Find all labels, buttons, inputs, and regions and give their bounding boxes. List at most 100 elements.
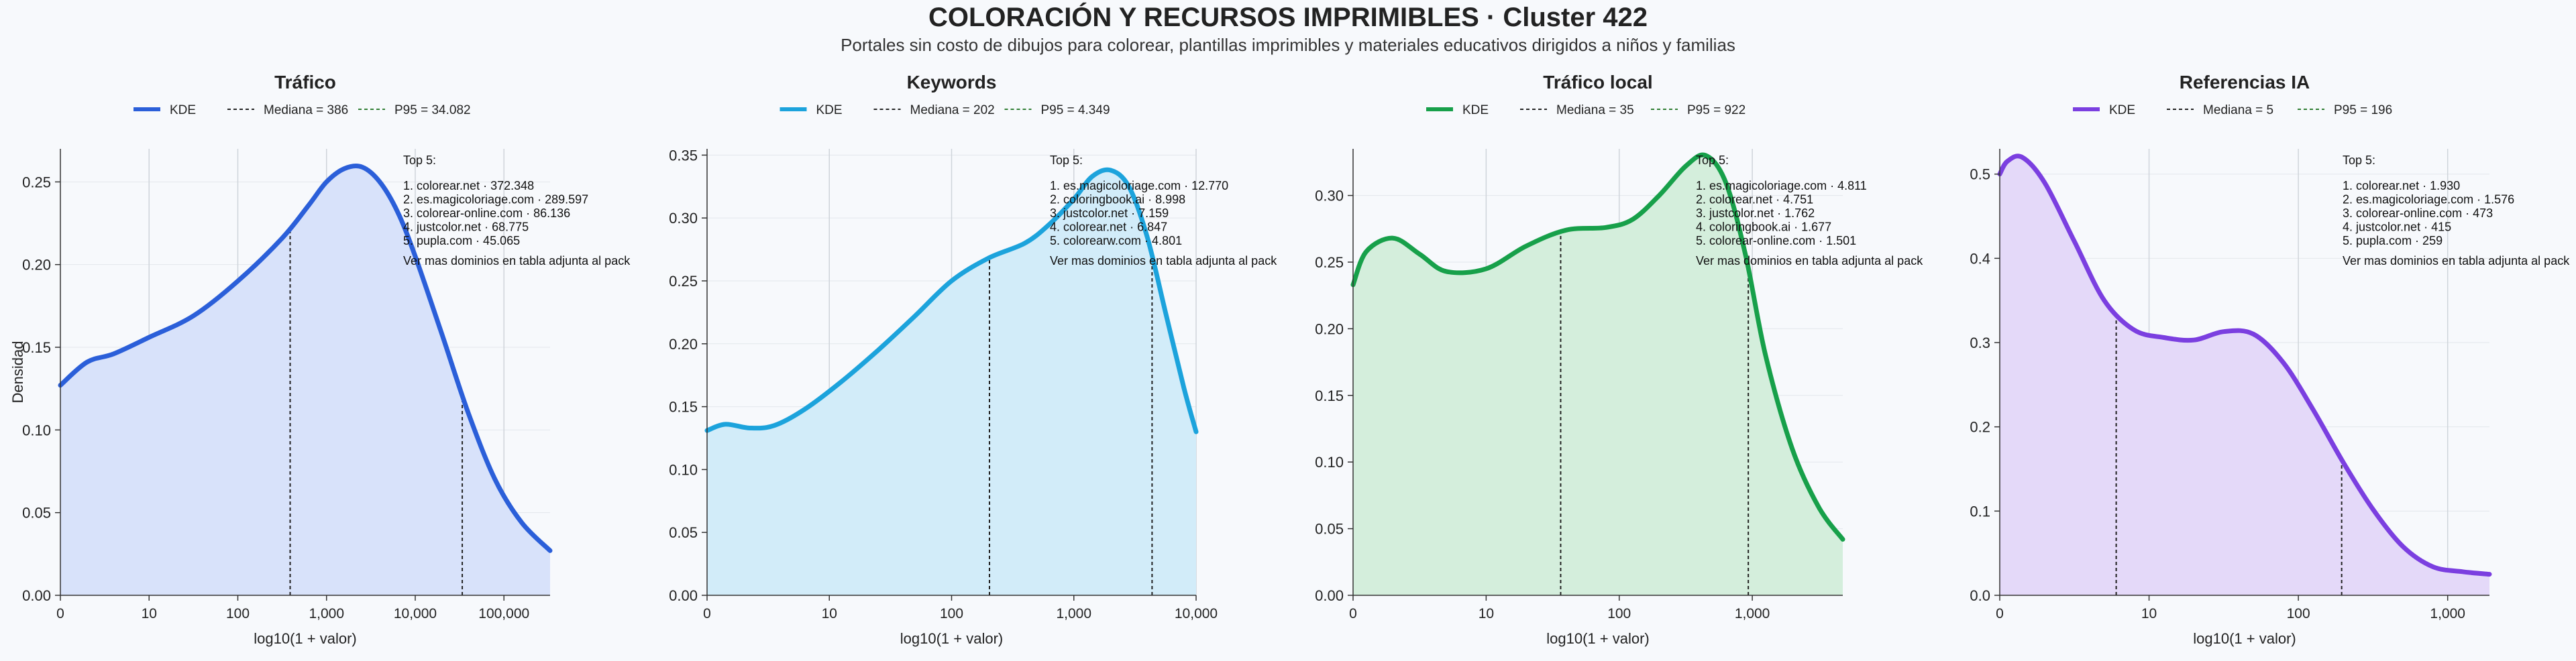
x-tick-label: 1,000 (309, 606, 344, 621)
top5-item: 3. colorear-online.com · 473 (2343, 206, 2493, 220)
x-tick-label: 1,000 (1056, 606, 1091, 621)
y-tick-label: 0.15 (22, 339, 51, 356)
x-tick-label: 100 (940, 606, 963, 621)
y-tick-label: 0.10 (669, 461, 698, 478)
y-axis-label: Densidad (9, 341, 26, 404)
legend: KDE Mediana = 35 P95 = 922 (1426, 103, 1746, 117)
x-axis-label: log10(1 + valor) (1546, 630, 1649, 647)
top5-item: 5. colorearw.com · 4.801 (1050, 234, 1182, 247)
chart-panel-3: Tráfico local KDE Mediana = 35 P95 = 922 0.0… (1315, 72, 1923, 647)
top5-item: 2. coloringbook.ai · 8.998 (1050, 193, 1185, 206)
y-tick-label: 0.25 (669, 273, 698, 290)
top5-annotation: Top 5: 1. es.magicoloriage.com · 4.8112. … (1696, 154, 1923, 267)
legend-kde-label: KDE (170, 103, 196, 117)
y-tick-label: 0.5 (1970, 166, 1990, 183)
chart-title: Tráfico local (1543, 72, 1652, 93)
y-tick-label: 0.20 (669, 336, 698, 353)
x-tick-label: 100,000 (478, 606, 529, 621)
y-tick-label: 0.30 (669, 210, 698, 227)
x-axis-label: log10(1 + valor) (900, 630, 1003, 647)
legend-p95-label: P95 = 34.082 (394, 103, 471, 117)
legend: KDE Mediana = 386 P95 = 34.082 (133, 103, 471, 117)
legend: KDE Mediana = 202 P95 = 4.349 (780, 103, 1110, 117)
chart-title: Tráfico (274, 72, 336, 93)
y-tick-label: 0.2 (1970, 419, 1990, 436)
kde-area (1353, 155, 1843, 595)
legend-median-label: Mediana = 386 (264, 103, 348, 117)
x-tick-label: 10 (142, 606, 157, 621)
y-tick-label: 0.15 (1315, 387, 1344, 404)
kde-area (60, 166, 550, 595)
top5-item: 1. es.magicoloriage.com · 12.770 (1050, 179, 1228, 192)
x-tick-label: 0 (1349, 606, 1357, 621)
chart-panel-2: Keywords KDE Mediana = 202 P95 = 4.349 0.00 0… (669, 72, 1277, 647)
x-tick-label: 0 (703, 606, 711, 621)
legend: KDE Mediana = 5 P95 = 196 (2073, 103, 2392, 117)
x-tick-label: 100 (1607, 606, 1631, 621)
top5-item: 4. justcolor.net · 68.775 (403, 221, 529, 234)
x-tick-label: 10 (822, 606, 837, 621)
top5-item: 2. es.magicoloriage.com · 289.597 (403, 193, 588, 206)
y-tick-label: 0.20 (22, 257, 51, 274)
y-tick-label: 0.0 (1970, 587, 1990, 604)
y-tick-label: 0.10 (1315, 454, 1344, 471)
legend-p95-label: P95 = 4.349 (1041, 103, 1110, 117)
legend-kde-label: KDE (2109, 103, 2135, 117)
y-tick-label: 0.00 (22, 587, 51, 604)
kde-line (1997, 154, 2492, 577)
top5-note: Ver mas dominios en tabla adjunta al pac… (1696, 254, 1923, 267)
top5-title: Top 5: (403, 154, 436, 167)
x-tick-label: 100 (2287, 606, 2310, 621)
y-tick-label: 0.4 (1970, 250, 1990, 267)
x-axis-label: log10(1 + valor) (2193, 630, 2296, 647)
kde-line (58, 163, 553, 553)
top5-item: 5. colorear-online.com · 1.501 (1696, 234, 1856, 247)
top5-item: 4. coloringbook.ai · 1.677 (1696, 221, 1831, 234)
chart-panel-1: Tráfico KDE Mediana = 386 P95 = 34.082 0.00 0… (9, 72, 631, 647)
y-tick-label: 0.25 (1315, 254, 1344, 271)
y-tick-label: 0.15 (669, 399, 698, 416)
top5-item: 2. colorear.net · 4.751 (1696, 193, 1813, 206)
top5-item: 3. justcolor.net · 1.762 (1696, 206, 1815, 220)
legend-kde-label: KDE (1462, 103, 1489, 117)
legend-median-label: Mediana = 5 (2203, 103, 2273, 117)
top5-item: 4. justcolor.net · 415 (2343, 221, 2451, 234)
x-tick-label: 10,000 (1175, 606, 1218, 621)
x-tick-label: 10,000 (394, 606, 437, 621)
legend-p95-label: P95 = 196 (2334, 103, 2392, 117)
top5-annotation: Top 5: 1. es.magicoloriage.com · 12.7702.… (1050, 154, 1277, 267)
page-subtitle: Portales sin costo de dibujos para color… (841, 35, 1735, 55)
top5-item: 2. es.magicoloriage.com · 1.576 (2343, 193, 2514, 206)
top5-note: Ver mas dominios en tabla adjunta al pac… (2343, 254, 2570, 267)
x-tick-label: 10 (1479, 606, 1494, 621)
x-tick-label: 100 (226, 606, 250, 621)
top5-item: 1. colorear.net · 372.348 (403, 179, 534, 192)
chart-panel-4: Referencias IA KDE Mediana = 5 P95 = 196 0.0… (1970, 72, 2570, 647)
kde-area (707, 170, 1196, 596)
top5-title: Top 5: (2343, 154, 2375, 167)
top5-title: Top 5: (1050, 154, 1083, 167)
kde-area (2000, 156, 2489, 595)
top5-item: 5. pupla.com · 259 (2343, 234, 2443, 247)
top5-item: 3. justcolor.net · 7.159 (1050, 206, 1169, 220)
y-tick-label: 0.00 (669, 587, 698, 604)
y-tick-label: 0.05 (669, 524, 698, 541)
y-tick-label: 0.05 (1315, 521, 1344, 538)
y-tick-label: 0.00 (1315, 587, 1344, 604)
kde-line (1350, 152, 1845, 542)
x-axis-label: log10(1 + valor) (254, 630, 356, 647)
y-tick-label: 0.30 (1315, 188, 1344, 204)
top5-item: 1. es.magicoloriage.com · 4.811 (1696, 179, 1867, 192)
y-tick-label: 0.35 (669, 147, 698, 164)
y-tick-label: 0.10 (22, 422, 51, 438)
y-tick-label: 0.3 (1970, 335, 1990, 351)
top5-note: Ver mas dominios en tabla adjunta al pac… (1050, 254, 1277, 267)
y-tick-label: 0.1 (1970, 503, 1990, 520)
page-title: COLORACIÓN Y RECURSOS IMPRIMIBLES · Clus… (928, 3, 1648, 32)
y-tick-label: 0.20 (1315, 320, 1344, 337)
x-tick-label: 1,000 (1735, 606, 1770, 621)
x-tick-label: 0 (1996, 606, 2004, 621)
legend-median-label: Mediana = 202 (910, 103, 995, 117)
